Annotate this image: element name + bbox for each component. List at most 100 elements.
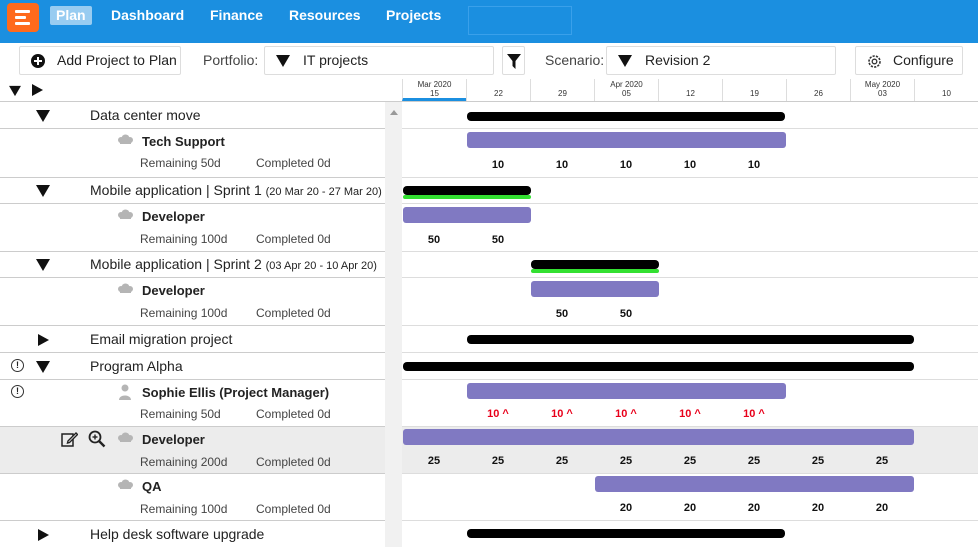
- vertical-scrollbar[interactable]: [385, 102, 402, 547]
- allocation-value: 25: [747, 455, 761, 467]
- gear-icon: [868, 55, 881, 68]
- sprint-label: | Sprint 1: [202, 182, 266, 198]
- resource-row[interactable]: QA Remaining 100d Completed 0d: [0, 474, 385, 521]
- project-row[interactable]: Mobile application | Sprint 2 (03 Apr 20…: [0, 252, 385, 278]
- add-project-button[interactable]: Add Project to Plan: [19, 46, 181, 75]
- remaining-text: Remaining 100d: [140, 306, 228, 320]
- completed-text: Completed 0d: [256, 156, 331, 170]
- timeline-week: 22: [466, 79, 530, 101]
- app-logo[interactable]: [7, 3, 39, 32]
- gantt-row: 50 50: [402, 204, 978, 252]
- project-name: Program Alpha: [90, 358, 183, 374]
- portfolio-label: Portfolio:: [203, 52, 259, 68]
- sprint-bar[interactable]: [403, 186, 531, 195]
- allocation-value: 10: [555, 159, 569, 171]
- warning-icon[interactable]: !: [11, 359, 24, 372]
- gantt-row-selected: 25 25 25 25 25 25 25 25: [402, 427, 978, 474]
- collapse-icon[interactable]: [36, 185, 50, 197]
- zoom-icon[interactable]: [88, 430, 106, 448]
- resource-bar[interactable]: [467, 132, 786, 148]
- project-row[interactable]: Data center move: [0, 102, 385, 129]
- project-row[interactable]: Email migration project: [0, 326, 385, 353]
- gantt-row: [402, 326, 978, 353]
- remaining-text: Remaining 100d: [140, 502, 228, 516]
- collapse-icon[interactable]: [36, 259, 50, 271]
- project-list: Data center move Tech Support Remaining …: [0, 102, 385, 547]
- chevron-down-icon: [618, 55, 632, 67]
- resource-row[interactable]: Developer Remaining 100d Completed 0d: [0, 204, 385, 252]
- collapse-icon[interactable]: [36, 110, 50, 122]
- nav-plan[interactable]: Plan: [50, 6, 92, 25]
- resource-row[interactable]: ! Sophie Ellis (Project Manager) Remaini…: [0, 380, 385, 427]
- collapse-icon[interactable]: [36, 361, 50, 373]
- team-icon: [117, 209, 134, 224]
- project-name: Mobile application: [90, 256, 203, 272]
- allocation-value: 10: [747, 159, 761, 171]
- allocation-value: 20: [747, 502, 761, 514]
- timeline-week: 26: [786, 79, 850, 101]
- gantt-row: 10 10 10 10 10: [402, 129, 978, 178]
- project-bar[interactable]: [467, 335, 914, 344]
- project-row[interactable]: Help desk software upgrade: [0, 521, 385, 547]
- sprint-progress-bar: [403, 195, 531, 199]
- allocation-value: 10 ^: [487, 408, 509, 420]
- resource-bar[interactable]: [595, 476, 914, 492]
- project-bar[interactable]: [467, 529, 785, 538]
- completed-text: Completed 0d: [256, 455, 331, 469]
- nav-search-area[interactable]: [468, 6, 572, 35]
- timeline-week: Apr 2020 05: [594, 79, 658, 101]
- resource-row-selected[interactable]: Developer Remaining 200d Completed 0d: [0, 427, 385, 474]
- week-month-label: [659, 80, 722, 89]
- edit-icon[interactable]: [61, 431, 78, 447]
- program-bar[interactable]: [403, 362, 914, 371]
- timeline-header: Mar 2020 15 22 29 Apr 2020 05 12 19 26 May 2020 03…: [402, 79, 978, 102]
- week-month-label: [531, 80, 594, 89]
- chevron-down-icon: [276, 55, 290, 67]
- completed-text: Completed 0d: [256, 407, 331, 421]
- scenario-select[interactable]: Revision 2: [606, 46, 836, 75]
- plus-circle-icon: [31, 54, 45, 68]
- resource-bar[interactable]: [531, 281, 659, 297]
- remaining-text: Remaining 50d: [140, 407, 221, 421]
- project-bar[interactable]: [467, 112, 785, 121]
- resource-bar[interactable]: [403, 207, 531, 223]
- scroll-up-arrow-icon[interactable]: [390, 110, 398, 115]
- allocation-value: 50: [427, 234, 441, 246]
- person-icon: [119, 384, 131, 400]
- nav-projects[interactable]: Projects: [386, 7, 442, 23]
- nav-dashboard[interactable]: Dashboard: [111, 7, 185, 23]
- nav-finance[interactable]: Finance: [210, 7, 263, 23]
- resource-row[interactable]: Developer Remaining 100d Completed 0d: [0, 278, 385, 326]
- allocation-value: 10 ^: [551, 408, 573, 420]
- expand-icon[interactable]: [38, 334, 49, 346]
- toolbar: Add Project to Plan Portfolio: IT projec…: [0, 43, 978, 79]
- expand-icon[interactable]: [38, 529, 49, 541]
- timeline-week: 10: [914, 79, 978, 101]
- gantt-row: 10 ^ 10 ^ 10 ^ 10 ^ 10 ^: [402, 380, 978, 427]
- collapse-all-icon[interactable]: [9, 85, 21, 97]
- allocation-value: 10: [491, 159, 505, 171]
- gantt-row: [402, 252, 978, 278]
- allocation-value: 50: [491, 234, 505, 246]
- sprint-bar[interactable]: [531, 260, 659, 269]
- resource-row[interactable]: Tech Support Remaining 50d Completed 0d: [0, 129, 385, 178]
- nav-resources[interactable]: Resources: [289, 7, 361, 23]
- filter-icon: [507, 54, 521, 69]
- project-row[interactable]: ! Program Alpha: [0, 353, 385, 380]
- resource-bar[interactable]: [467, 383, 786, 399]
- warning-icon[interactable]: !: [11, 385, 24, 398]
- configure-button[interactable]: Configure: [855, 46, 963, 75]
- allocation-value: 10: [619, 159, 633, 171]
- team-icon: [117, 479, 134, 494]
- configure-label: Configure: [893, 52, 954, 68]
- portfolio-select[interactable]: IT projects: [264, 46, 494, 75]
- week-day-label: 05: [622, 89, 631, 98]
- expand-all-icon[interactable]: [32, 84, 43, 96]
- allocation-value: 10 ^: [679, 408, 701, 420]
- project-row[interactable]: Mobile application | Sprint 1 (20 Mar 20…: [0, 178, 385, 204]
- project-name: Mobile application: [90, 182, 203, 198]
- resource-bar[interactable]: [403, 429, 914, 445]
- completed-text: Completed 0d: [256, 306, 331, 320]
- team-icon: [117, 134, 134, 149]
- filter-button[interactable]: [502, 46, 525, 75]
